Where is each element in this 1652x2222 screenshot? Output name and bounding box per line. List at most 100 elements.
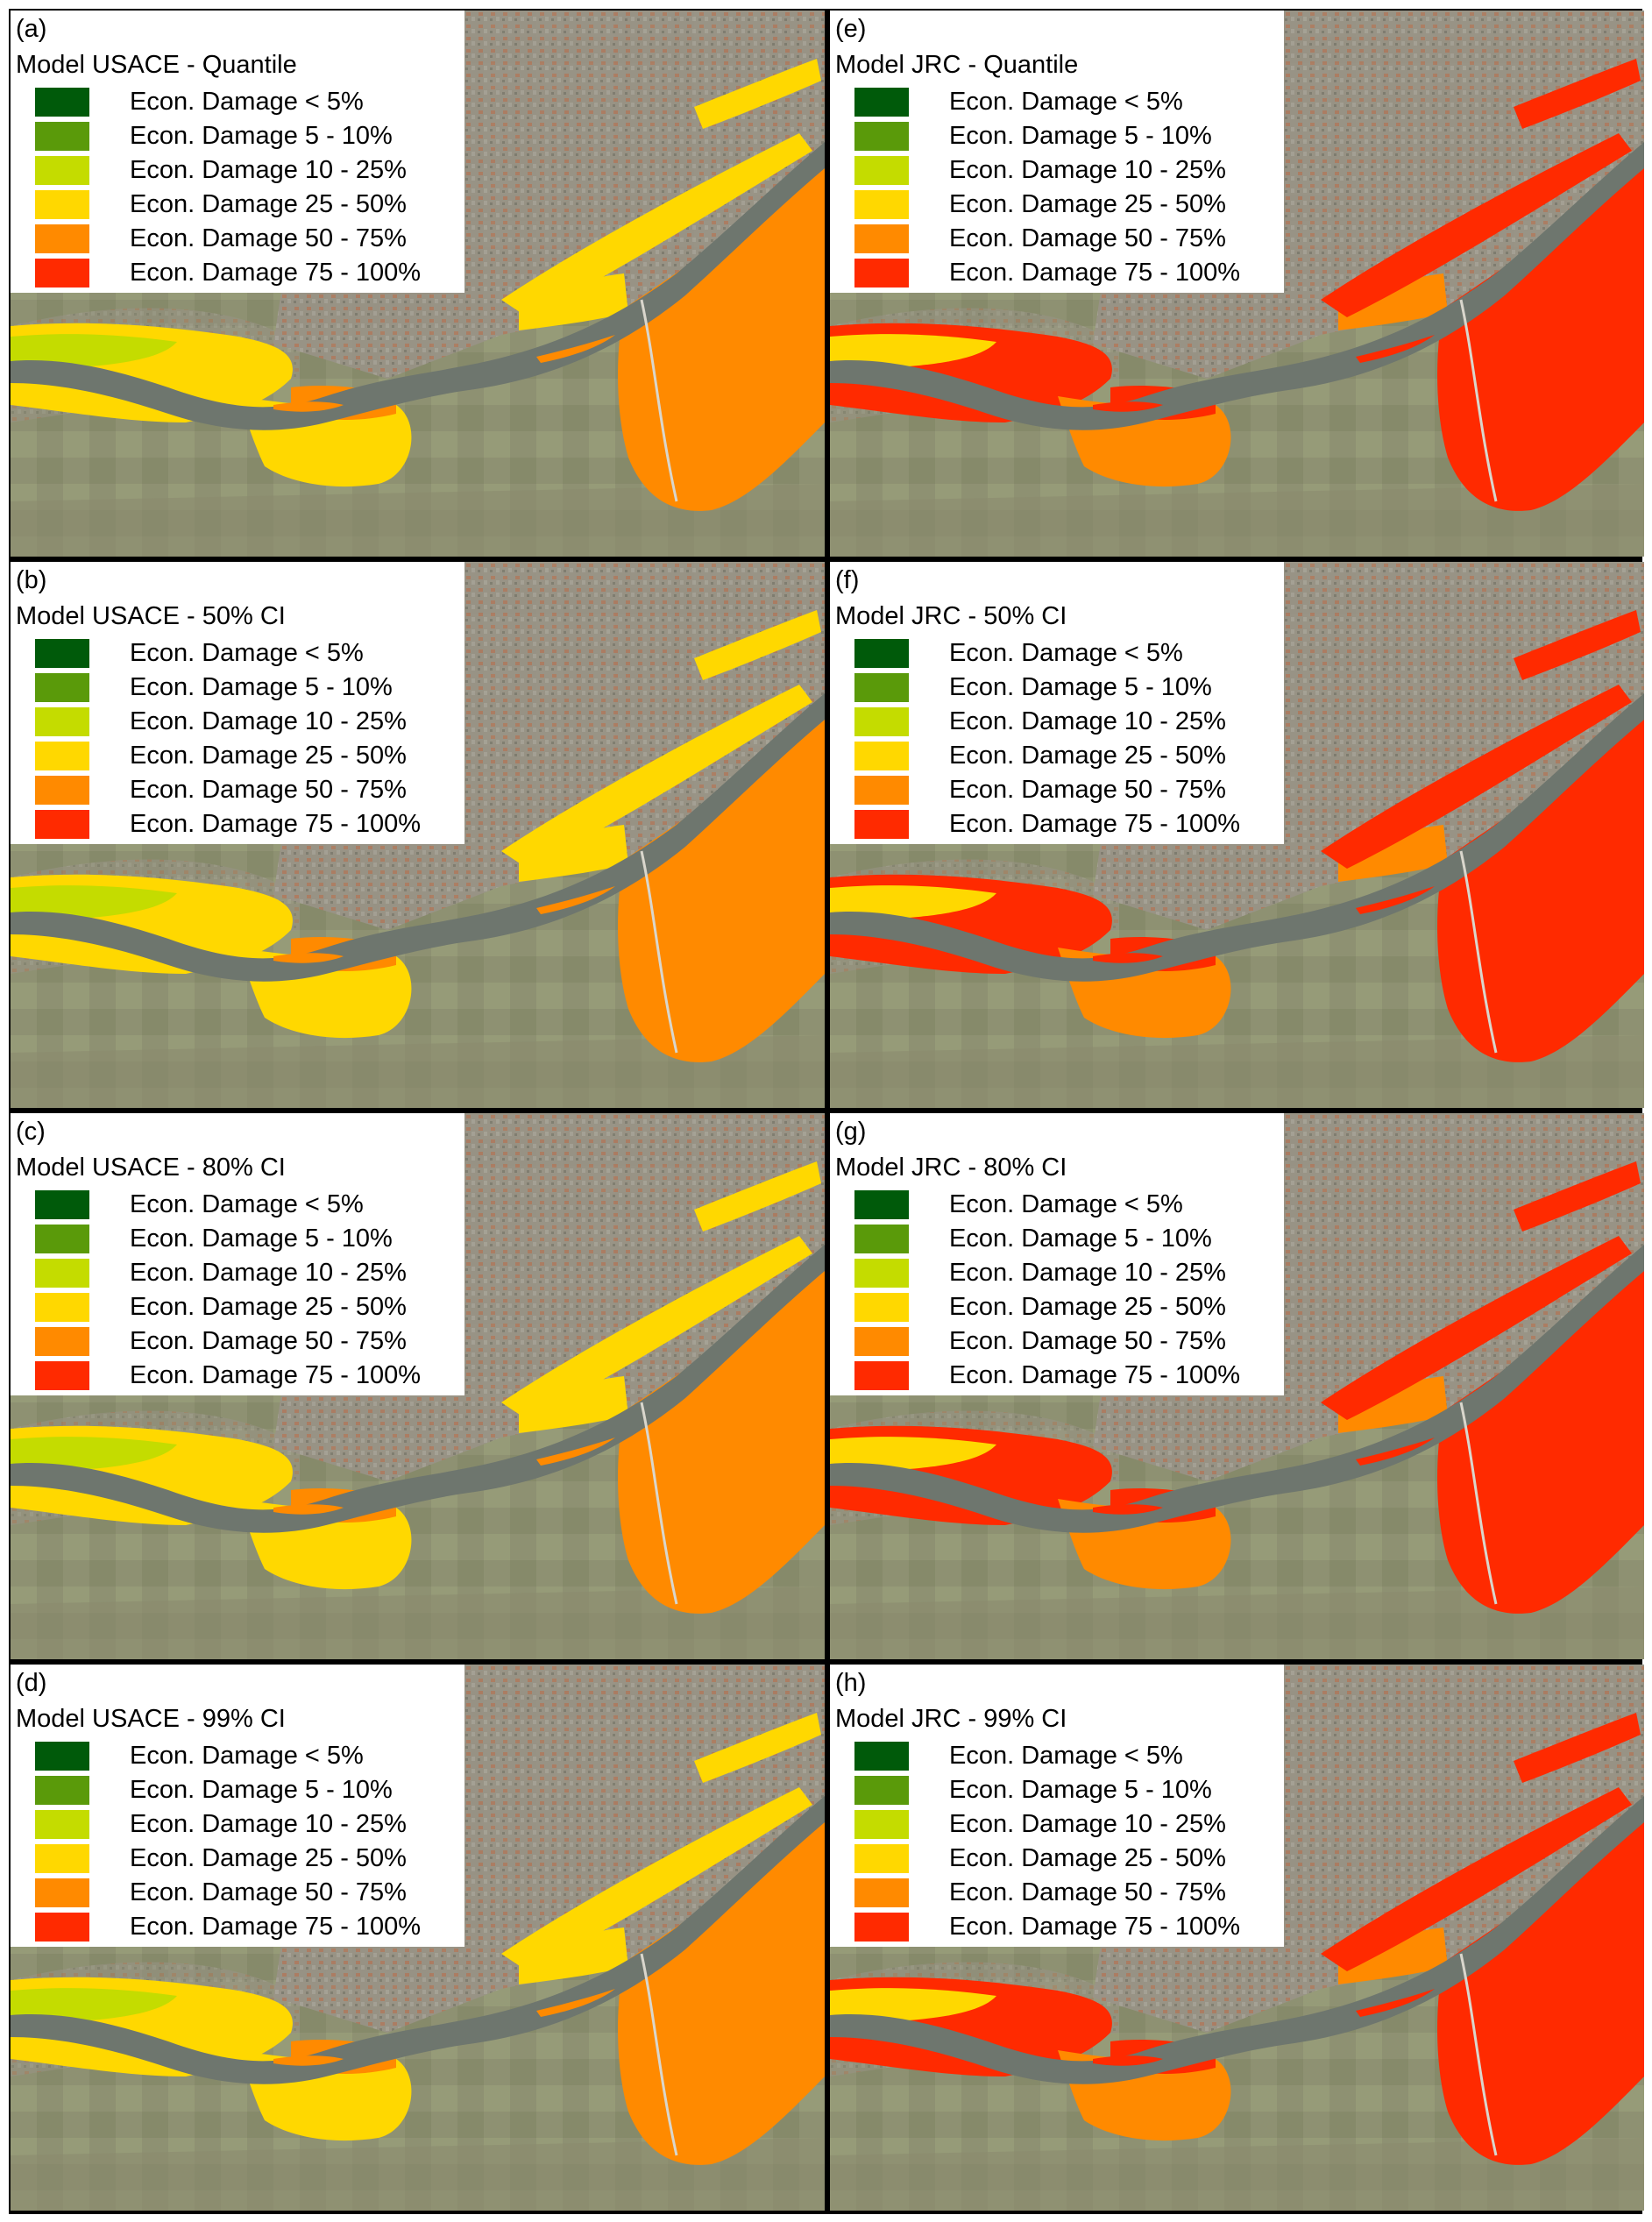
legend-item: Econ. Damage 75 - 100% <box>854 256 1240 290</box>
legend-swatch <box>854 673 909 702</box>
legend-item: Econ. Damage 10 - 25% <box>35 705 421 739</box>
legend-swatch <box>35 224 89 253</box>
map-panel: (g) Model JRC - 80% CI Econ. Damage < 5%… <box>830 1113 1644 1659</box>
legend-swatch <box>35 1776 89 1805</box>
legend-item: Econ. Damage < 5% <box>854 1739 1240 1773</box>
legend-label: Econ. Damage < 5% <box>130 1742 364 1770</box>
legend-label: Econ. Damage 5 - 10% <box>130 673 393 701</box>
legend-swatch <box>35 1259 89 1288</box>
legend-item: Econ. Damage 75 - 100% <box>35 1910 421 1944</box>
legend-swatch <box>35 259 89 288</box>
legend-item: Econ. Damage < 5% <box>854 636 1240 671</box>
legend-swatch <box>854 639 909 668</box>
legend-swatch <box>35 1878 89 1907</box>
legend-label: Econ. Damage 50 - 75% <box>949 776 1226 804</box>
legend-item: Econ. Damage 5 - 10% <box>854 1222 1240 1256</box>
legend-items: Econ. Damage < 5% Econ. Damage 5 - 10% E… <box>35 636 421 841</box>
legend-label: Econ. Damage 10 - 25% <box>130 1259 407 1287</box>
map-panel: (f) Model JRC - 50% CI Econ. Damage < 5%… <box>830 562 1644 1108</box>
legend-swatch <box>854 776 909 805</box>
legend-swatch <box>35 810 89 839</box>
legend-item: Econ. Damage 25 - 50% <box>35 739 421 773</box>
legend-item: Econ. Damage 25 - 50% <box>854 188 1240 222</box>
legend-swatch <box>854 1878 909 1907</box>
map-panel: (h) Model JRC - 99% CI Econ. Damage < 5%… <box>830 1665 1644 2211</box>
legend-swatch <box>854 1259 909 1288</box>
legend-swatch <box>35 156 89 185</box>
legend-swatch <box>854 1844 909 1873</box>
legend-swatch <box>854 1293 909 1322</box>
legend-swatch <box>854 1361 909 1390</box>
legend-swatch <box>854 1327 909 1356</box>
legend-item: Econ. Damage < 5% <box>854 1188 1240 1222</box>
legend-label: Econ. Damage 10 - 25% <box>130 707 407 735</box>
legend-swatch <box>35 190 89 219</box>
legend-items: Econ. Damage < 5% Econ. Damage 5 - 10% E… <box>854 1739 1240 1944</box>
legend-label: Econ. Damage 50 - 75% <box>130 776 407 804</box>
legend-label: Econ. Damage 25 - 50% <box>130 190 407 218</box>
legend-item: Econ. Damage 75 - 100% <box>854 1359 1240 1393</box>
legend-swatch <box>35 1190 89 1219</box>
legend-swatch <box>854 190 909 219</box>
legend-item: Econ. Damage 5 - 10% <box>854 1773 1240 1807</box>
legend-item: Econ. Damage 50 - 75% <box>854 222 1240 256</box>
legend-label: Econ. Damage 75 - 100% <box>949 1361 1241 1389</box>
legend-label: Econ. Damage 5 - 10% <box>130 122 393 150</box>
map-panel: (b) Model USACE - 50% CI Econ. Damage < … <box>11 562 825 1108</box>
legend-box: (g) Model JRC - 80% CI Econ. Damage < 5%… <box>830 1113 1284 1395</box>
legend-label: Econ. Damage 25 - 50% <box>949 1293 1226 1321</box>
legend-box: (b) Model USACE - 50% CI Econ. Damage < … <box>11 562 464 844</box>
legend-item: Econ. Damage < 5% <box>35 636 421 671</box>
legend-swatch <box>35 1327 89 1356</box>
panel-letter: (b) <box>16 566 47 594</box>
legend-box: (a) Model USACE - Quantile Econ. Damage … <box>11 11 464 293</box>
legend-item: Econ. Damage 50 - 75% <box>35 1876 421 1910</box>
legend-item: Econ. Damage 5 - 10% <box>854 119 1240 153</box>
legend-swatch <box>854 1742 909 1771</box>
legend-item: Econ. Damage 50 - 75% <box>35 773 421 807</box>
legend-label: Econ. Damage 25 - 50% <box>130 1844 407 1872</box>
legend-swatch <box>35 673 89 702</box>
legend-items: Econ. Damage < 5% Econ. Damage 5 - 10% E… <box>854 1188 1240 1393</box>
legend-label: Econ. Damage 5 - 10% <box>949 122 1212 150</box>
panel-letter: (e) <box>835 15 867 43</box>
legend-swatch <box>35 1293 89 1322</box>
legend-label: Econ. Damage 75 - 100% <box>130 1913 422 1941</box>
legend-item: Econ. Damage 75 - 100% <box>854 1910 1240 1944</box>
legend-label: Econ. Damage 5 - 10% <box>949 1776 1212 1804</box>
legend-item: Econ. Damage 10 - 25% <box>35 153 421 188</box>
legend-label: Econ. Damage 50 - 75% <box>130 1327 407 1355</box>
legend-item: Econ. Damage 10 - 25% <box>35 1256 421 1290</box>
legend-title: Model USACE - 80% CI <box>16 1154 286 1182</box>
legend-title: Model USACE - 99% CI <box>16 1705 286 1733</box>
legend-title: Model JRC - Quantile <box>835 51 1079 79</box>
legend-item: Econ. Damage 50 - 75% <box>35 222 421 256</box>
map-panel: (e) Model JRC - Quantile Econ. Damage < … <box>830 11 1644 557</box>
map-panel: (d) Model USACE - 99% CI Econ. Damage < … <box>11 1665 825 2211</box>
legend-items: Econ. Damage < 5% Econ. Damage 5 - 10% E… <box>854 636 1240 841</box>
legend-swatch <box>854 707 909 736</box>
map-panel: (a) Model USACE - Quantile Econ. Damage … <box>11 11 825 557</box>
legend-label: Econ. Damage 5 - 10% <box>949 673 1212 701</box>
panel-letter: (h) <box>835 1669 867 1697</box>
legend-label: Econ. Damage 10 - 25% <box>949 1810 1226 1838</box>
legend-items: Econ. Damage < 5% Econ. Damage 5 - 10% E… <box>854 85 1240 290</box>
legend-item: Econ. Damage 50 - 75% <box>854 1876 1240 1910</box>
legend-box: (c) Model USACE - 80% CI Econ. Damage < … <box>11 1113 464 1395</box>
legend-label: Econ. Damage < 5% <box>949 1742 1183 1770</box>
legend-item: Econ. Damage 10 - 25% <box>854 1807 1240 1842</box>
legend-items: Econ. Damage < 5% Econ. Damage 5 - 10% E… <box>35 1188 421 1393</box>
legend-item: Econ. Damage < 5% <box>35 1188 421 1222</box>
legend-label: Econ. Damage 10 - 25% <box>130 1810 407 1838</box>
panel-letter: (g) <box>835 1118 867 1146</box>
legend-title: Model JRC - 99% CI <box>835 1705 1067 1733</box>
legend-swatch <box>854 742 909 770</box>
legend-item: Econ. Damage 75 - 100% <box>35 807 421 841</box>
legend-item: Econ. Damage 75 - 100% <box>35 256 421 290</box>
legend-swatch <box>35 122 89 151</box>
legend-box: (h) Model JRC - 99% CI Econ. Damage < 5%… <box>830 1665 1284 1947</box>
legend-label: Econ. Damage 50 - 75% <box>130 224 407 252</box>
legend-item: Econ. Damage 25 - 50% <box>35 1842 421 1876</box>
legend-item: Econ. Damage 10 - 25% <box>854 153 1240 188</box>
legend-item: Econ. Damage 5 - 10% <box>35 1222 421 1256</box>
